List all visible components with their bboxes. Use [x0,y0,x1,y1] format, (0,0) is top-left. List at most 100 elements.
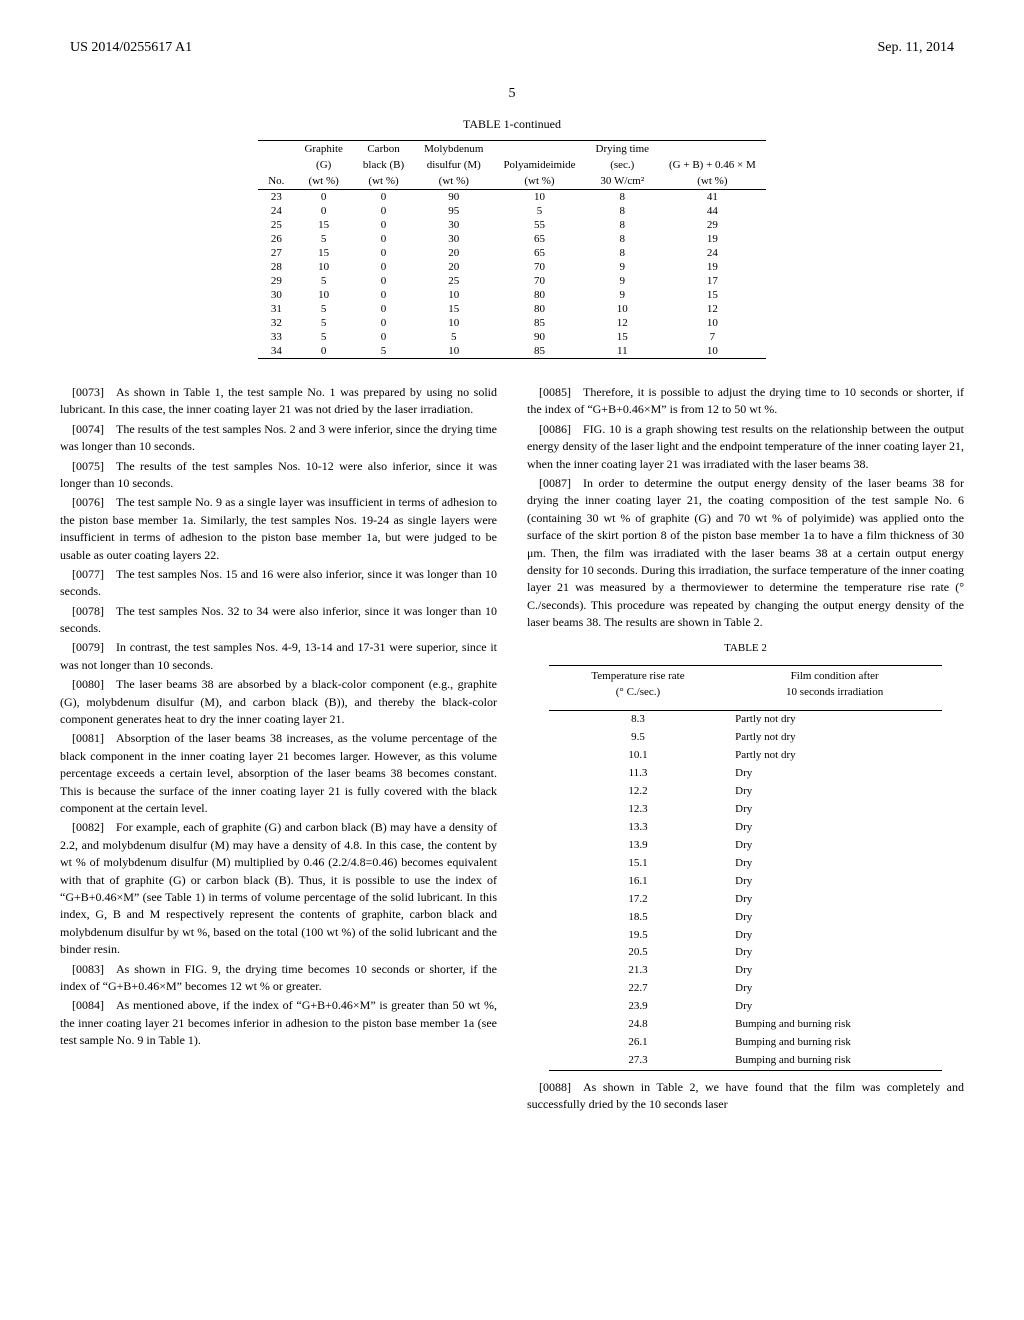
table-cell: 33 [258,330,294,344]
table-cell: 10 [414,344,493,359]
table-cell: 23 [258,190,294,205]
table-cell: 8 [586,246,659,260]
table-cell: 26.1 [549,1034,727,1052]
table-cell: 65 [493,232,585,246]
table-cell: 12.2 [549,783,727,801]
paragraph-0076: [0076] The test sample No. 9 as a single… [60,494,497,564]
table-row: 23.9Dry [549,998,942,1016]
table-cell: 15 [294,246,352,260]
table-cell: Bumping and burning risk [727,1034,942,1052]
table-cell: Dry [727,873,942,891]
table2-title: TABLE 2 [527,641,964,657]
table-row: 315015801012 [258,302,766,316]
table-cell: 10 [294,260,352,274]
table-cell: 24 [258,204,294,218]
table-row: 21.3Dry [549,962,942,980]
table-cell: 5 [294,274,352,288]
paragraph-0075: [0075] The results of the test samples N… [60,458,497,493]
table-cell: Dry [727,783,942,801]
table-cell: 5 [294,316,352,330]
table-cell: 10 [294,288,352,302]
table-row: 22.7Dry [549,980,942,998]
table-cell: 8 [586,218,659,232]
table-cell: 19.5 [549,927,727,945]
table-cell: 15 [586,330,659,344]
table-cell: 30 [258,288,294,302]
table-cell: 13.9 [549,837,727,855]
table-cell: 44 [659,204,766,218]
table-cell: 7 [659,330,766,344]
table-cell: 10 [659,316,766,330]
table-row: 271502065824 [258,246,766,260]
table1-col-header [659,141,766,158]
table-cell: Dry [727,998,942,1016]
table-row: 23009010841 [258,190,766,205]
table-cell: Bumping and burning risk [727,1016,942,1034]
table-cell: 15 [414,302,493,316]
table-cell: 5 [294,330,352,344]
table-cell: 0 [294,190,352,205]
table-cell: 25 [414,274,493,288]
table-row: 2400955844 [258,204,766,218]
table-cell: 90 [493,330,585,344]
table-cell: 10 [586,302,659,316]
table1-col-header: (wt %) [659,173,766,190]
table-cell: 0 [353,288,414,302]
table-row: 13.3Dry [549,819,942,837]
table-cell: Bumping and burning risk [727,1052,942,1070]
table-row: 9.5Partly not dry [549,729,942,747]
table-cell: 21.3 [549,962,727,980]
table-row: 10.1Partly not dry [549,747,942,765]
table-row: 301001080915 [258,288,766,302]
table-cell: 0 [353,330,414,344]
table-cell: 85 [493,344,585,359]
table1-col-header: (G) [294,157,352,173]
table-cell: 15 [659,288,766,302]
table-row: 19.5Dry [549,927,942,945]
table-cell: 8.3 [549,711,727,729]
table-cell: 80 [493,288,585,302]
table-cell: 26 [258,232,294,246]
table-cell: 0 [353,190,414,205]
table-cell: 19 [659,232,766,246]
table1-col-header: (sec.) [586,157,659,173]
table-cell: 24.8 [549,1016,727,1034]
table-cell: 80 [493,302,585,316]
table-cell: 17.2 [549,891,727,909]
paragraph-0080: [0080] The laser beams 38 are absorbed b… [60,676,497,728]
table-cell: 18.5 [549,909,727,927]
table-cell: 13.3 [549,819,727,837]
page-header: US 2014/0255617 A1 Sep. 11, 2014 [60,40,964,56]
paragraph-0074: [0074] The results of the test samples N… [60,421,497,456]
table-cell: 5 [294,232,352,246]
table-row: 251503055829 [258,218,766,232]
table1-col-header: Graphite [294,141,352,158]
paragraph-0086: [0086] FIG. 10 is a graph showing test r… [527,421,964,473]
table-cell: Dry [727,801,942,819]
table-row: 26503065819 [258,232,766,246]
table-cell: 25 [258,218,294,232]
table-cell: 9 [586,288,659,302]
table-cell: 22.7 [549,980,727,998]
table-cell: 9.5 [549,729,727,747]
paragraph-0079: [0079] In contrast, the test samples Nos… [60,639,497,674]
table1: Graphite Carbon Molybdenum Drying time (… [258,140,766,359]
paragraph-0087: [0087] In order to determine the output … [527,475,964,632]
table-row: 3350590157 [258,330,766,344]
text-columns: [0073] As shown in Table 1, the test sam… [60,384,964,1116]
table-cell: 5 [493,204,585,218]
table-cell: 27.3 [549,1052,727,1070]
table-cell: 19 [659,260,766,274]
table-cell: 10 [414,288,493,302]
table-cell: 12 [586,316,659,330]
table-cell: 9 [586,274,659,288]
table-cell: 11.3 [549,765,727,783]
table1-col-header: (wt %) [493,173,585,190]
table-cell: Dry [727,837,942,855]
table-cell: 8 [586,204,659,218]
table-cell: 0 [353,246,414,260]
table2: Temperature rise rate (° C./sec.) Film c… [549,665,942,1071]
table1-col-header: No. [258,173,294,190]
table-row: 29502570917 [258,274,766,288]
table-row: 13.9Dry [549,837,942,855]
